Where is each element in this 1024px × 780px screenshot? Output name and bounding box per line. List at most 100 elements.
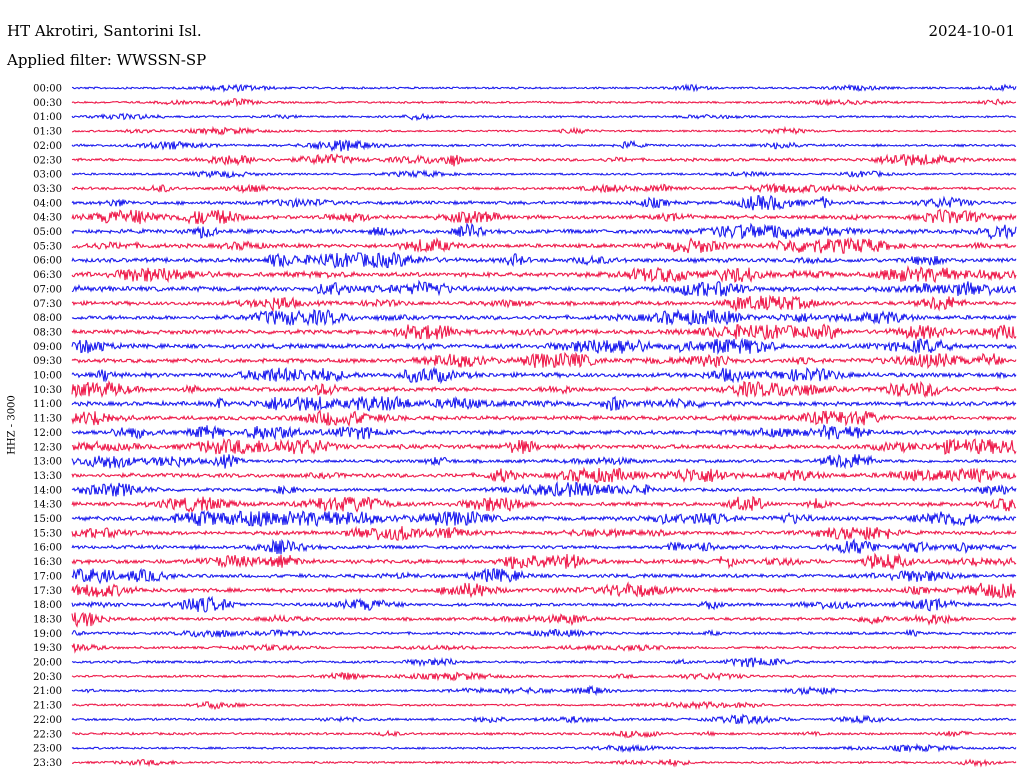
time-tick-label: 17:30 — [33, 586, 62, 597]
time-tick-label: 21:00 — [33, 686, 62, 697]
trace-row — [71, 525, 1017, 541]
time-tick-label: 00:30 — [33, 98, 62, 109]
trace-row — [71, 251, 1017, 269]
trace-row — [71, 169, 1017, 179]
trace-row — [71, 139, 1017, 153]
trace-row — [71, 366, 1017, 385]
trace-row — [71, 538, 1017, 555]
trace-row — [71, 684, 1017, 697]
trace-row — [71, 729, 1017, 739]
trace-row — [71, 112, 1017, 122]
trace-row — [71, 567, 1017, 585]
trace-row — [71, 628, 1017, 638]
trace-row — [71, 611, 1017, 628]
time-tick-label: 13:30 — [33, 471, 62, 482]
time-tick-label: 04:30 — [33, 213, 62, 224]
trace-row — [71, 595, 1017, 613]
time-tick-label: 14:30 — [33, 500, 62, 511]
time-tick-label: 01:30 — [33, 127, 62, 138]
time-tick-label: 18:30 — [33, 614, 62, 625]
trace-row — [71, 98, 1017, 108]
trace-row — [71, 466, 1017, 484]
time-tick-label: 20:30 — [33, 672, 62, 683]
trace-row — [71, 437, 1017, 455]
time-tick-label: 08:00 — [33, 313, 62, 324]
trace-row — [71, 222, 1017, 241]
time-tick-label: 11:00 — [33, 399, 62, 410]
time-tick-label: 17:00 — [33, 571, 62, 582]
time-tick-label: 16:00 — [33, 543, 62, 554]
time-tick-label: 13:00 — [33, 457, 62, 468]
trace-row — [71, 182, 1017, 195]
time-tick-label: 18:00 — [33, 600, 62, 611]
station-title: HT Akrotiri, Santorini Isl. — [7, 22, 202, 40]
time-tick-label: 19:30 — [33, 643, 62, 654]
trace-row — [71, 153, 1017, 167]
trace-row — [71, 700, 1017, 711]
trace-row — [71, 409, 1017, 427]
time-tick-label: 07:30 — [33, 299, 62, 310]
trace-row — [71, 208, 1017, 225]
time-tick-label: 10:30 — [33, 385, 62, 396]
trace-row — [71, 713, 1017, 726]
time-tick-label: 07:00 — [33, 284, 62, 295]
trace-row — [71, 351, 1017, 370]
time-tick-label: 09:30 — [33, 356, 62, 367]
trace-row — [71, 742, 1017, 753]
time-tick-label: 03:00 — [33, 170, 62, 181]
trace-row — [71, 758, 1017, 768]
trace-row — [71, 83, 1017, 93]
trace-row — [71, 294, 1017, 313]
time-tick-label: 03:30 — [33, 184, 62, 195]
time-tick-label: 09:00 — [33, 342, 62, 353]
trace-row — [71, 194, 1017, 211]
time-tick-label: 22:00 — [33, 715, 62, 726]
time-tick-label: 02:00 — [33, 141, 62, 152]
trace-row — [71, 481, 1017, 497]
time-tick-label: 00:00 — [33, 84, 62, 95]
time-tick-label: 15:00 — [33, 514, 62, 525]
time-tick-label: 20:00 — [33, 658, 62, 669]
trace-row — [71, 656, 1017, 668]
time-tick-labels: 00:00 00:30 01:00 01:30 02:00 02:30 03:00 03:30… — [33, 84, 62, 769]
trace-row — [71, 380, 1017, 399]
time-tick-label: 01:00 — [33, 112, 62, 123]
trace-row — [71, 395, 1017, 412]
time-tick-label: 10:00 — [33, 371, 62, 382]
time-tick-label: 06:30 — [33, 270, 62, 281]
trace-row — [71, 552, 1017, 571]
filter-label: Applied filter: — [7, 51, 112, 69]
time-tick-label: 02:30 — [33, 155, 62, 166]
trace-row — [71, 454, 1017, 470]
time-tick-label: 05:30 — [33, 241, 62, 252]
seismic-traces — [71, 83, 1017, 768]
time-tick-label: 12:30 — [33, 442, 62, 453]
date-label: 2024-10-01 — [928, 22, 1015, 40]
trace-row — [71, 323, 1017, 341]
time-tick-label: 08:30 — [33, 327, 62, 338]
time-tick-label: 16:30 — [33, 557, 62, 568]
time-tick-label: 11:30 — [33, 414, 62, 425]
time-tick-label: 05:00 — [33, 227, 62, 238]
filter-line: Applied filter: WWSSN-SP — [7, 51, 206, 69]
time-tick-label: 23:00 — [33, 744, 62, 755]
trace-row — [71, 424, 1017, 441]
time-tick-label: 12:00 — [33, 428, 62, 439]
trace-row — [71, 308, 1017, 327]
trace-row — [71, 265, 1017, 284]
time-tick-label: 14:00 — [33, 485, 62, 496]
trace-row — [71, 671, 1017, 682]
time-tick-label: 23:30 — [33, 758, 62, 769]
time-tick-label: 04:00 — [33, 198, 62, 209]
trace-row — [71, 495, 1017, 513]
trace-row — [71, 337, 1017, 355]
trace-row — [71, 236, 1017, 254]
trace-row — [71, 125, 1017, 136]
trace-row — [71, 581, 1017, 599]
time-tick-label: 21:30 — [33, 701, 62, 712]
trace-row — [71, 279, 1017, 297]
trace-row — [71, 643, 1017, 654]
time-tick-label: 06:00 — [33, 256, 62, 267]
time-tick-label: 15:30 — [33, 528, 62, 539]
